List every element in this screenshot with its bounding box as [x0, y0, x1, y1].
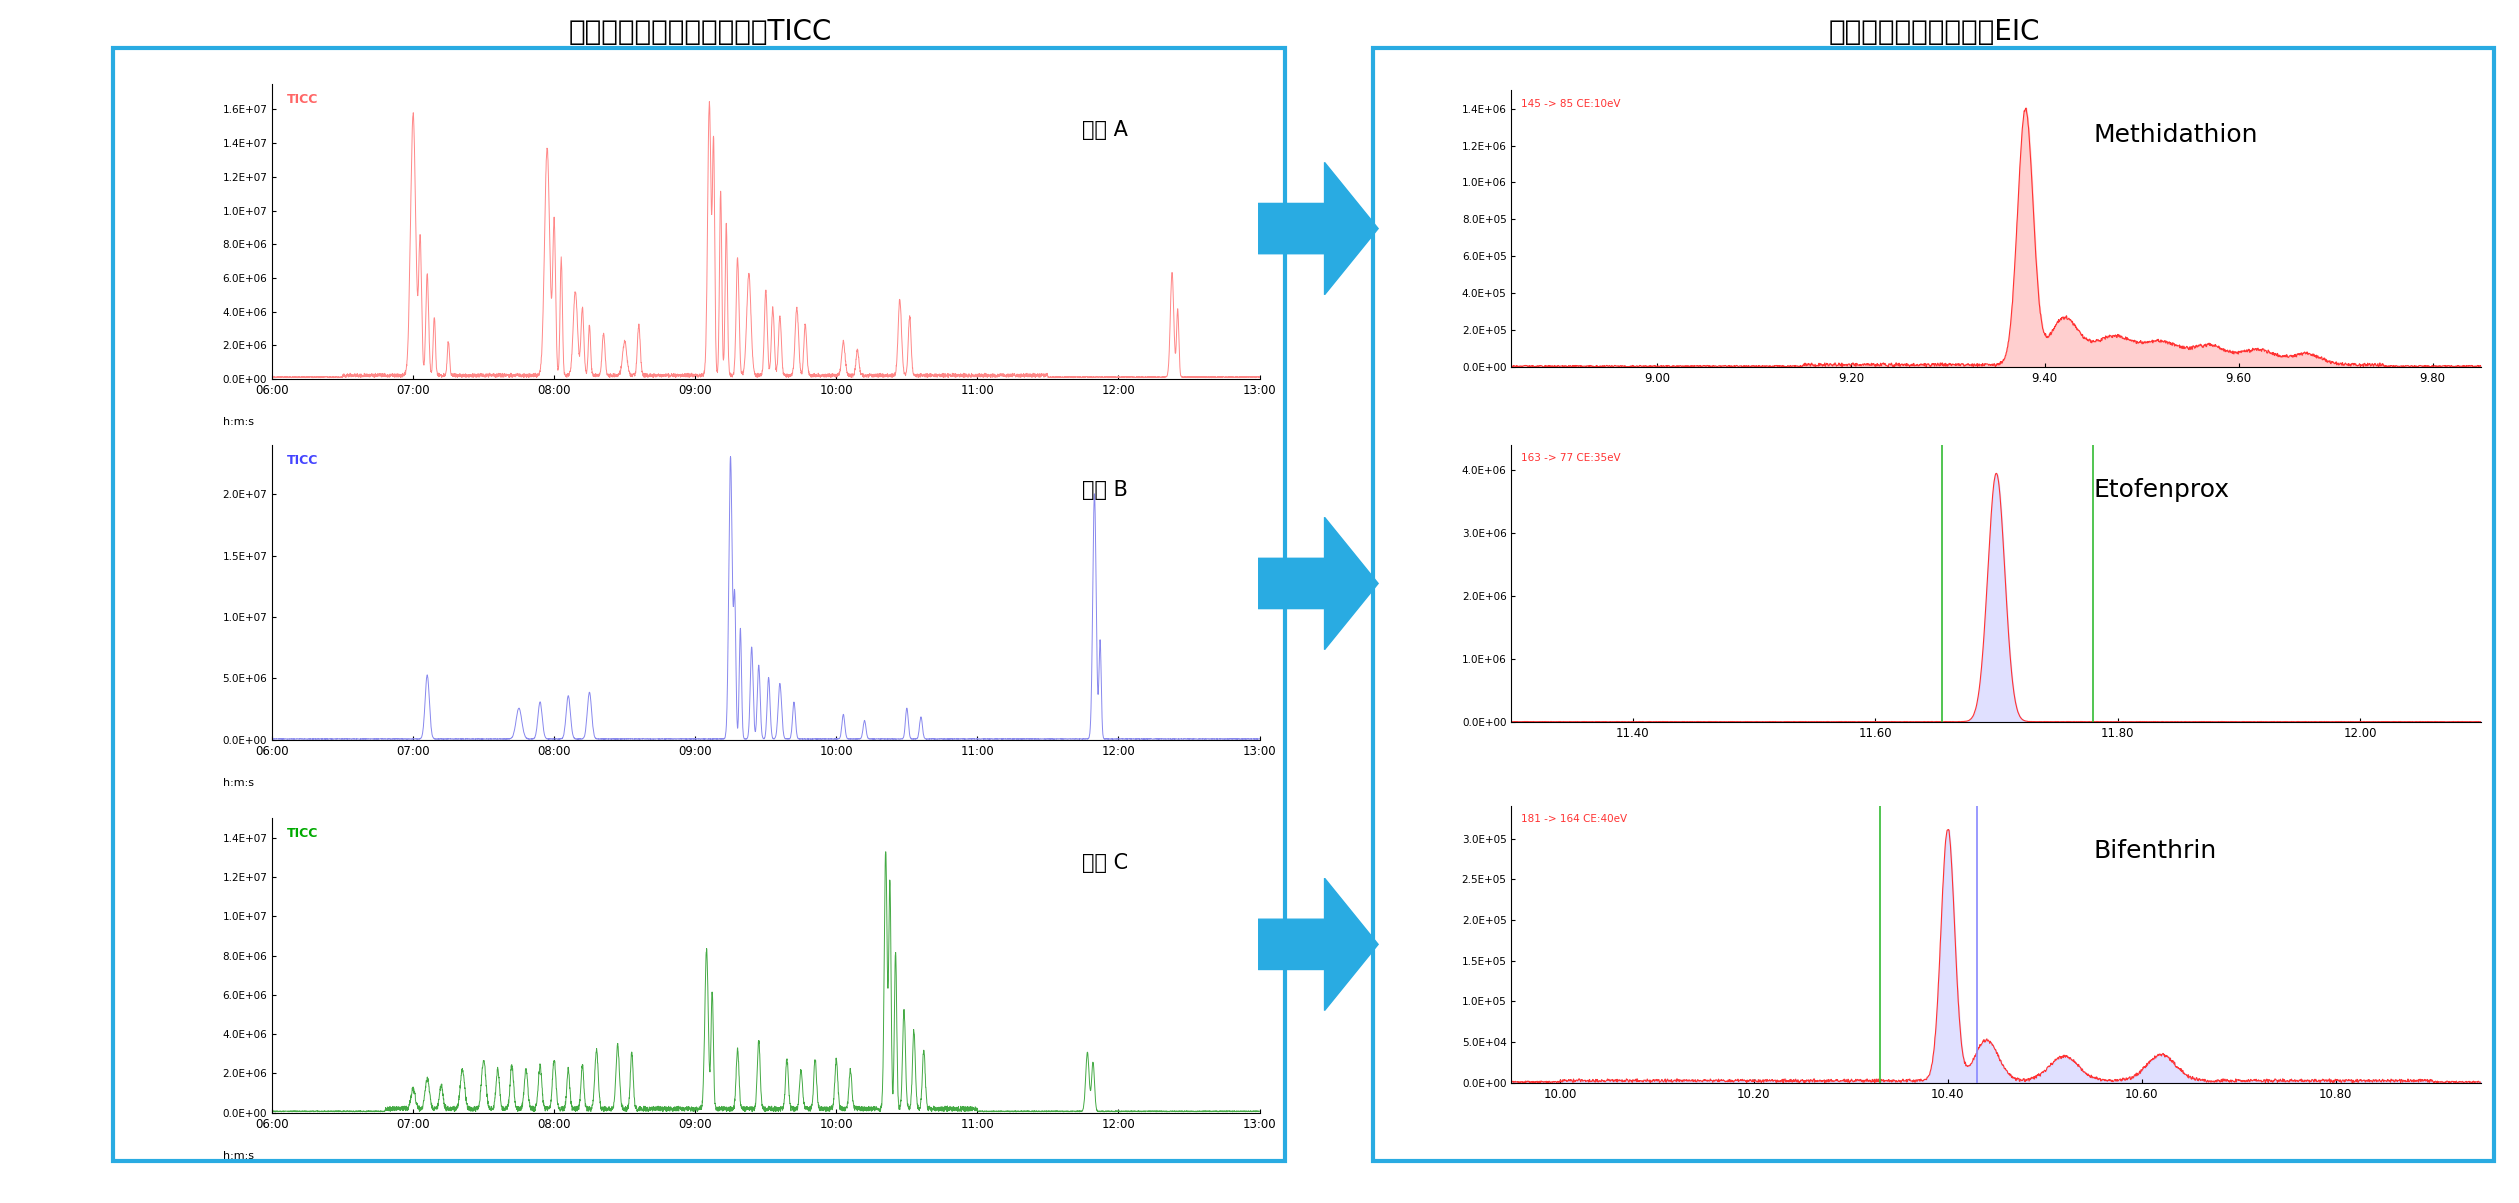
Text: 農薬が検出された実試料のTICC: 農薬が検出された実試料のTICC — [569, 18, 831, 46]
Text: 試料 B: 試料 B — [1081, 480, 1129, 500]
Text: TICC: TICC — [287, 454, 317, 467]
FancyArrow shape — [1260, 162, 1378, 295]
Text: 181 -> 164 CE:40eV: 181 -> 164 CE:40eV — [1521, 814, 1627, 824]
Text: Etofenprox: Etofenprox — [2093, 479, 2229, 503]
Text: Bifenthrin: Bifenthrin — [2093, 840, 2217, 864]
FancyArrow shape — [1260, 517, 1378, 650]
Text: 試料 C: 試料 C — [1081, 853, 1129, 873]
Text: 試料 A: 試料 A — [1081, 119, 1129, 140]
Text: TICC: TICC — [287, 826, 317, 840]
Text: 163 -> 77 CE:35eV: 163 -> 77 CE:35eV — [1521, 454, 1620, 463]
Text: 検出された農薬成分のEIC: 検出された農薬成分のEIC — [1829, 18, 2040, 46]
Text: Methidathion: Methidathion — [2093, 124, 2257, 148]
Text: h:m:s: h:m:s — [222, 1151, 254, 1161]
Text: h:m:s: h:m:s — [222, 417, 254, 427]
Text: 145 -> 85 CE:10eV: 145 -> 85 CE:10eV — [1521, 99, 1620, 108]
FancyArrow shape — [1260, 878, 1378, 1011]
Text: h:m:s: h:m:s — [222, 778, 254, 788]
Text: TICC: TICC — [287, 93, 317, 106]
